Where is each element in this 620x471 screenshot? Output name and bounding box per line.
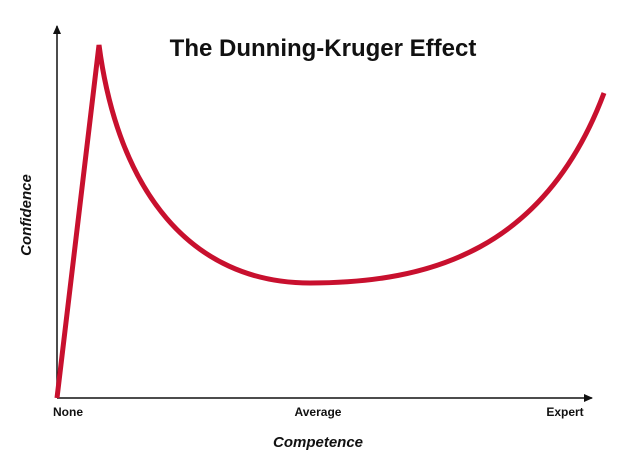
y-axis-label: Confidence	[18, 174, 35, 256]
x-tick-label: None	[53, 405, 83, 419]
x-tick-label: Average	[295, 405, 342, 419]
x-tick-label: Expert	[546, 405, 583, 419]
curve	[54, 44, 607, 399]
title: The Dunning-Kruger Effect	[170, 35, 477, 62]
x-axis-label: Competence	[273, 434, 363, 451]
